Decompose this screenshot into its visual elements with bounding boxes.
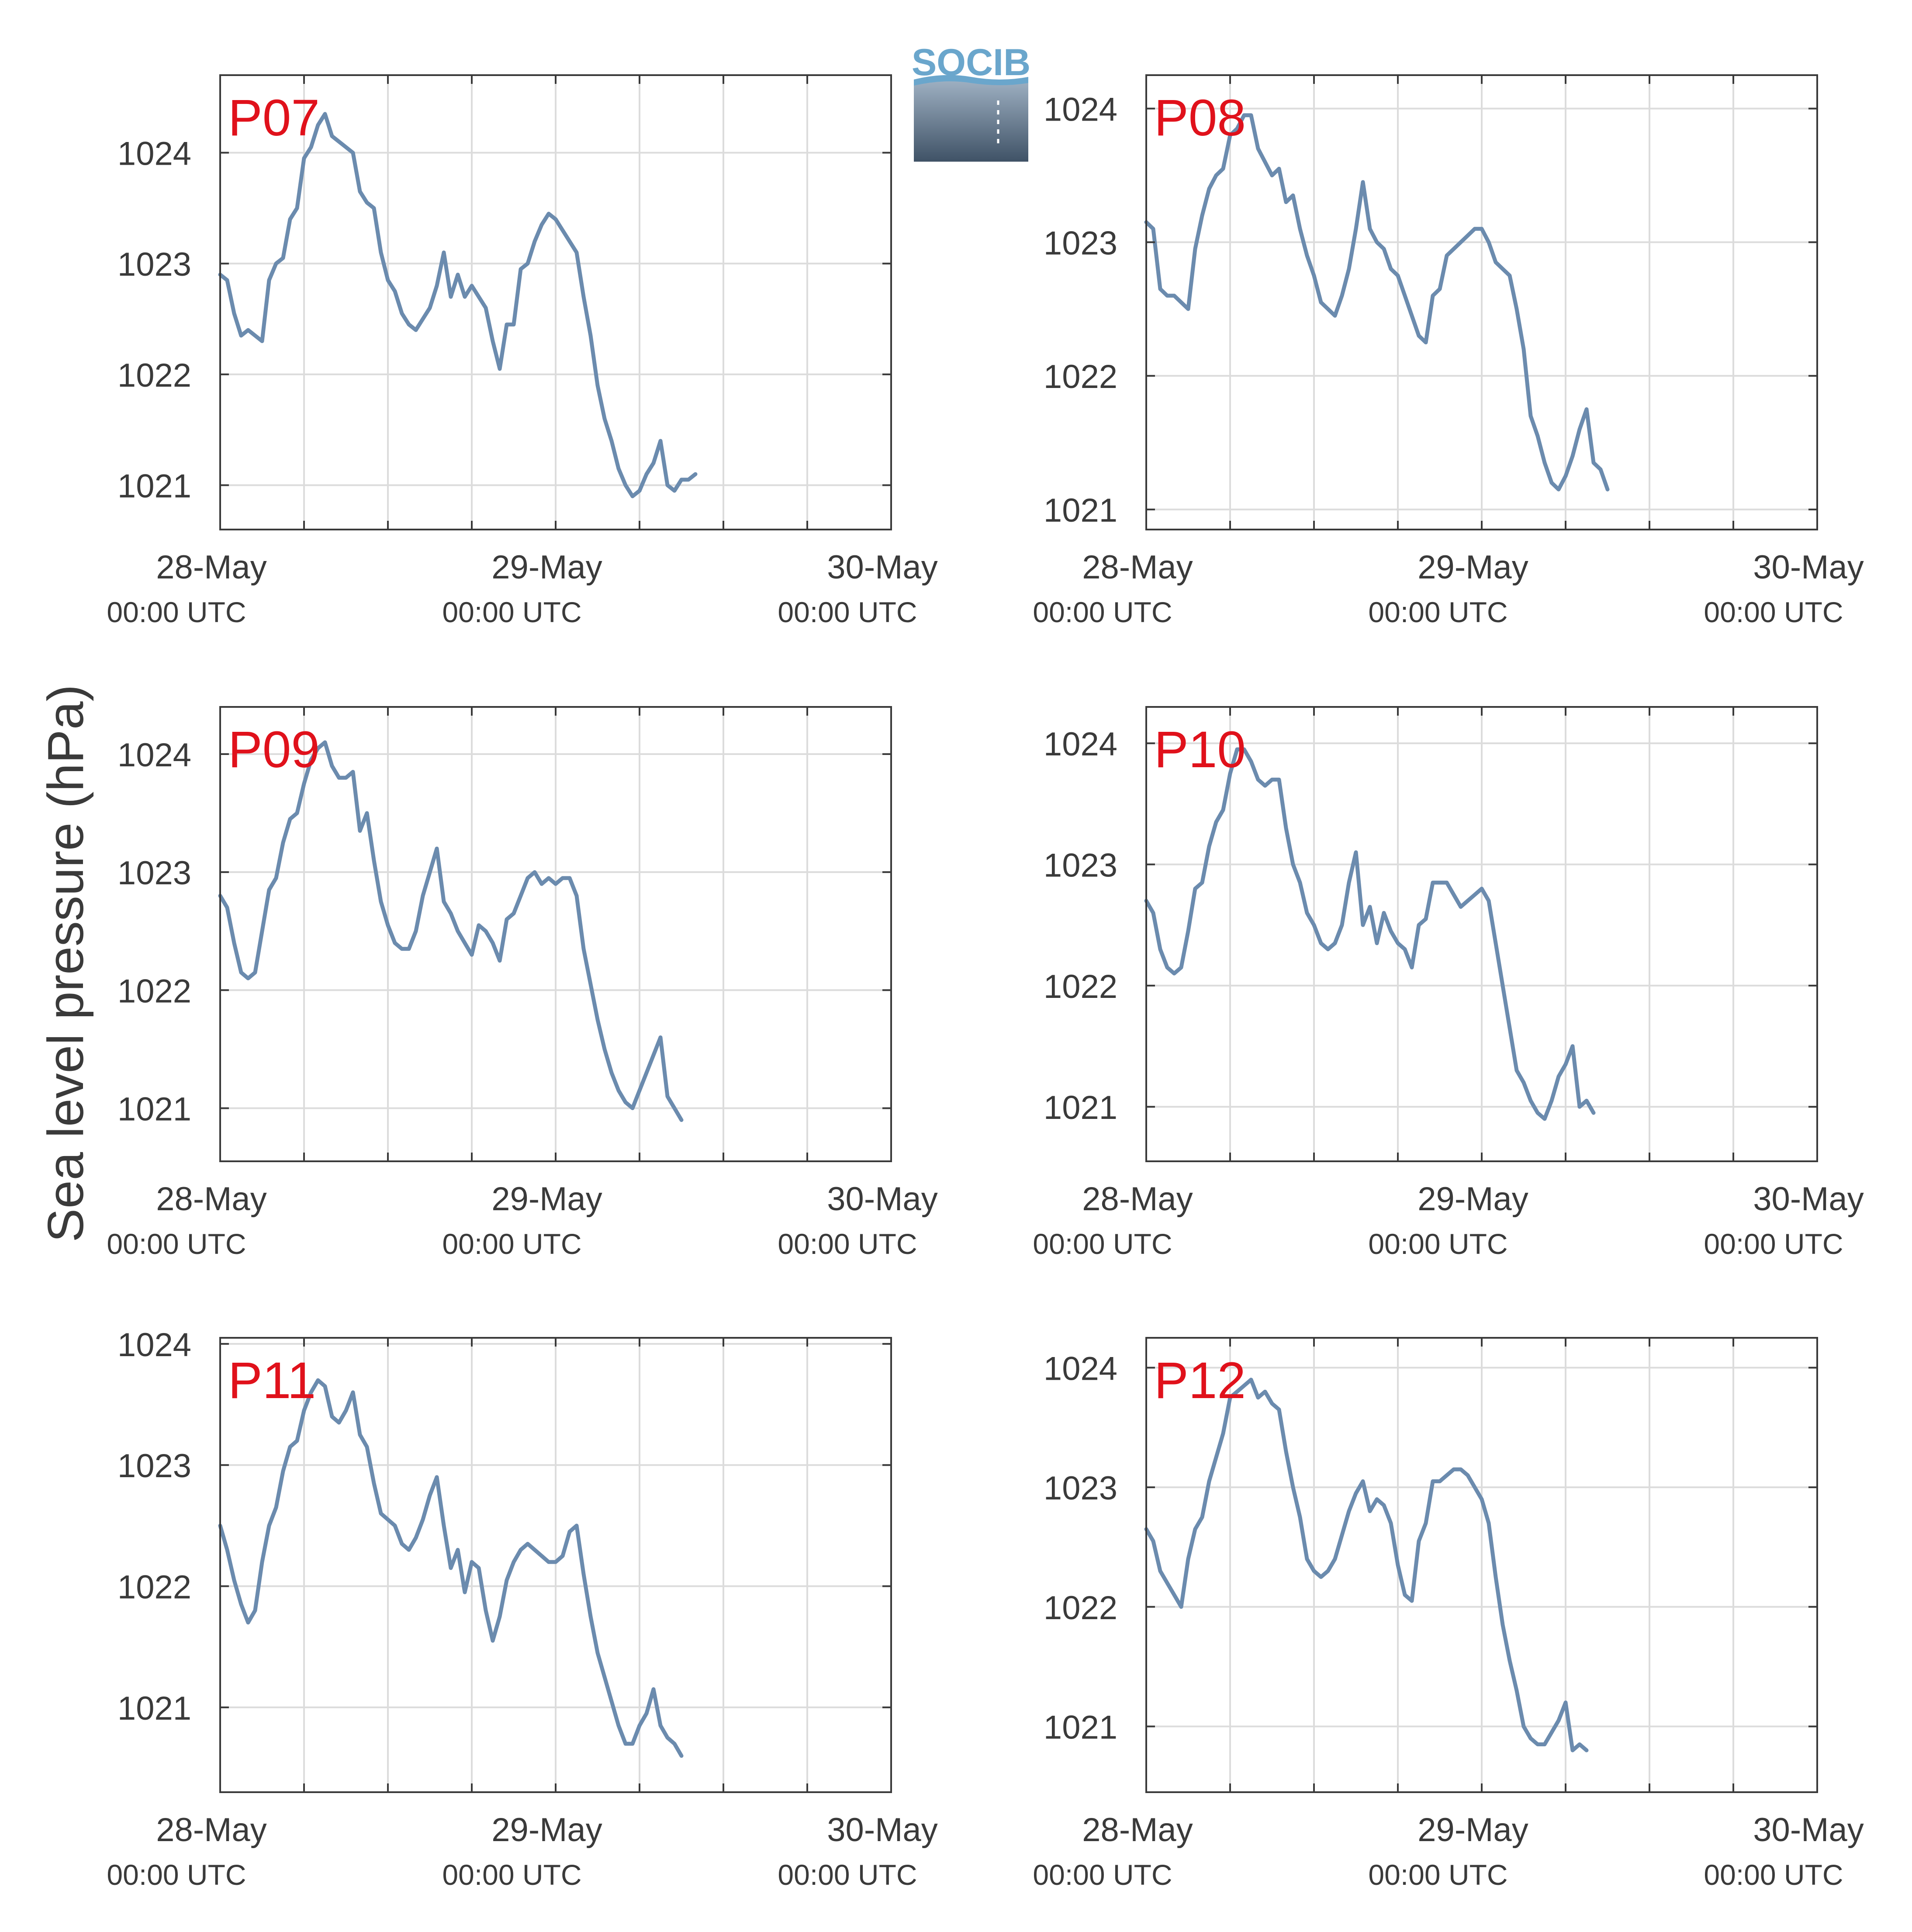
y-tick-label: 1021	[1044, 1709, 1117, 1746]
chart-panel-p12: 1021 1022 1023 1024 28-May 00:00 UTC 29-May 00:…	[1033, 1337, 1864, 1891]
panel-label: P11	[228, 1352, 316, 1409]
chart-panel-p07: 1021 1022 1023 1024 28-May 00:00 UTC 29-May 00:…	[107, 74, 938, 628]
y-tick-label: 1024	[118, 135, 191, 173]
y-tick-label: 1024	[118, 737, 191, 774]
x-tick-label-time: 00:00 UTC	[778, 596, 917, 628]
x-tick-label-date: 30-May	[1753, 1181, 1864, 1218]
series-line	[218, 112, 698, 499]
x-tick-label-date: 30-May	[1753, 549, 1864, 586]
x-tick-label-time: 00:00 UTC	[107, 596, 246, 628]
chart-panels: 1021 1022 1023 1024 28-May 00:00 UTC 29-May 00:…	[107, 74, 1864, 1891]
x-tick-label-time: 00:00 UTC	[1704, 1859, 1843, 1891]
y-tick-label: 1021	[118, 1690, 191, 1727]
y-tick-label: 1022	[118, 1569, 191, 1606]
chart-panel-p08: 1021 1022 1023 1024 28-May 00:00 UTC 29-May 00:…	[1033, 74, 1864, 628]
y-tick-label: 1022	[118, 357, 191, 394]
x-tick-label-time: 00:00 UTC	[107, 1228, 246, 1260]
x-tick-label-time: 00:00 UTC	[778, 1859, 917, 1891]
x-tick-label-date: 30-May	[827, 549, 937, 586]
chart-panel-p11: 1021 1022 1023 1024 28-May 00:00 UTC 29-May 00:…	[107, 1326, 937, 1891]
y-tick-label: 1021	[118, 468, 191, 505]
logo-gradient-block	[914, 80, 1028, 162]
x-tick-label-date: 29-May	[491, 549, 602, 586]
y-tick-label: 1023	[1044, 847, 1117, 884]
y-tick-label: 1024	[1044, 91, 1117, 128]
y-tick-label: 1024	[1044, 726, 1117, 763]
x-tick-label-time: 00:00 UTC	[107, 1859, 246, 1891]
x-tick-label-time: 00:00 UTC	[1704, 1228, 1843, 1260]
y-tick-label: 1023	[1044, 225, 1117, 262]
y-tick-label: 1022	[1044, 358, 1117, 395]
x-tick-label-time: 00:00 UTC	[442, 1859, 581, 1891]
x-tick-label-date: 29-May	[1418, 1181, 1528, 1218]
series-line	[1144, 747, 1596, 1121]
y-axis-label: Sea level pressure (hPa)	[37, 685, 94, 1243]
logo-text: SOCIB	[912, 42, 1030, 83]
x-tick-label-time: 00:00 UTC	[1704, 596, 1843, 628]
x-tick-label-date: 28-May	[156, 549, 266, 586]
x-tick-label-date: 29-May	[1418, 549, 1528, 586]
x-tick-label-date: 30-May	[827, 1811, 937, 1849]
y-tick-label: 1023	[118, 1447, 191, 1485]
series-line	[218, 740, 684, 1122]
x-tick-label-date: 30-May	[827, 1181, 937, 1218]
x-tick-label-date: 29-May	[1418, 1811, 1528, 1849]
panel-label: P10	[1154, 721, 1246, 779]
y-tick-label: 1022	[118, 973, 191, 1010]
series-line	[1144, 113, 1610, 492]
y-tick-label: 1024	[1044, 1350, 1117, 1387]
x-tick-label-date: 28-May	[1082, 549, 1193, 586]
logo-wave	[914, 75, 1028, 86]
chart-panel-p10: 1021 1022 1023 1024 28-May 00:00 UTC 29-May 00:…	[1033, 706, 1864, 1260]
x-tick-label-date: 28-May	[1082, 1811, 1193, 1849]
x-tick-label-time: 00:00 UTC	[442, 1228, 581, 1260]
y-tick-label: 1023	[1044, 1470, 1117, 1507]
series-line	[218, 1378, 684, 1758]
y-tick-label: 1021	[118, 1091, 191, 1128]
x-tick-label-time: 00:00 UTC	[778, 1228, 917, 1260]
y-tick-label: 1023	[118, 855, 191, 892]
series-line	[1144, 1378, 1589, 1752]
x-tick-label-date: 28-May	[156, 1811, 266, 1849]
panel-label: P07	[228, 89, 320, 147]
panel-label: P12	[1154, 1352, 1246, 1409]
y-tick-label: 1022	[1044, 1589, 1117, 1627]
y-tick-label: 1023	[118, 246, 191, 283]
y-tick-label: 1021	[1044, 1089, 1117, 1126]
x-tick-label-time: 00:00 UTC	[1368, 1859, 1507, 1891]
y-tick-label: 1024	[118, 1326, 191, 1364]
x-tick-label-date: 29-May	[491, 1181, 602, 1218]
x-tick-label-date: 28-May	[1082, 1181, 1193, 1218]
x-tick-label-date: 29-May	[491, 1811, 602, 1849]
x-tick-label-date: 28-May	[156, 1181, 266, 1218]
x-tick-label-time: 00:00 UTC	[1368, 596, 1507, 628]
x-tick-label-time: 00:00 UTC	[1033, 596, 1172, 628]
x-tick-label-time: 00:00 UTC	[1033, 1859, 1172, 1891]
x-tick-label-time: 00:00 UTC	[1033, 1228, 1172, 1260]
y-tick-label: 1021	[1044, 492, 1117, 529]
chart-panel-p09: 1021 1022 1023 1024 28-May 00:00 UTC 29-May 00:…	[107, 706, 938, 1260]
y-tick-label: 1022	[1044, 968, 1117, 1005]
x-tick-label-date: 30-May	[1753, 1811, 1864, 1849]
panel-label: P09	[228, 721, 320, 779]
panel-label: P08	[1154, 89, 1246, 147]
x-tick-label-time: 00:00 UTC	[1368, 1228, 1507, 1260]
socib-logo: SOCIB	[912, 42, 1030, 162]
x-tick-label-time: 00:00 UTC	[442, 596, 581, 628]
